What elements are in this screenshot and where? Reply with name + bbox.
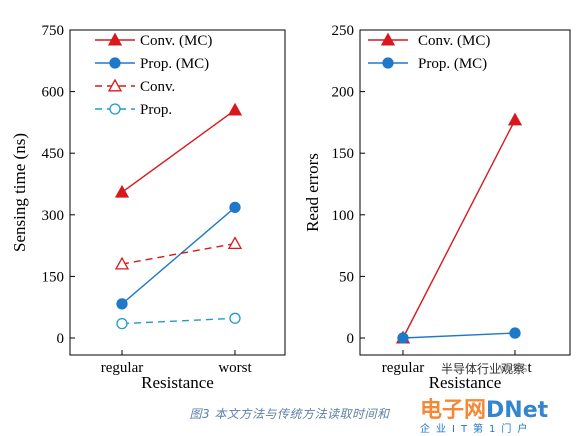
legend-label: Conv. (MC) (418, 33, 490, 49)
series-line (121, 206, 236, 305)
y-tick-label: 250 (332, 23, 355, 39)
x-tick-label: worst (218, 360, 252, 376)
legend-marker (109, 103, 121, 115)
data-point (507, 112, 523, 126)
read-errors-chart: 050100150200250regularworstResistanceRea… (303, 23, 571, 392)
x-tick-label: regular (101, 360, 143, 376)
y-tick-label: 200 (332, 85, 355, 101)
x-axis-title: Resistance (429, 373, 502, 392)
y-axis-title: Sensing time (ns) (10, 133, 29, 252)
legend-marker (380, 32, 396, 46)
y-tick-label: 100 (332, 208, 355, 224)
data-point (116, 317, 128, 330)
data-point (114, 256, 130, 270)
logo-text-part2: DNet (486, 398, 549, 423)
series-line (402, 119, 516, 339)
legend-marker (107, 32, 123, 46)
y-tick-label: 450 (42, 146, 65, 162)
legend-label: Conv. (MC) (140, 33, 212, 49)
legend-marker (107, 78, 123, 92)
wechat-watermark: 半导体行业观察 (438, 360, 529, 377)
data-point (227, 102, 243, 116)
y-axis-title: Read errors (303, 153, 322, 232)
data-point (397, 332, 409, 344)
y-tick-label: 0 (347, 331, 355, 347)
figure-caption: 图3 本文方法与传统方法读取时间和 (189, 407, 390, 421)
plot-frame (359, 29, 571, 356)
series-line (121, 317, 236, 325)
series-line (402, 332, 516, 339)
x-axis-title: Resistance (141, 373, 214, 392)
y-tick-label: 0 (57, 331, 65, 347)
y-tick-label: 600 (42, 85, 65, 101)
logo-text-part1: 电子网 (420, 398, 487, 423)
legend-label: Prop. (MC) (140, 56, 209, 72)
site-logo-watermark: 电子网DNet (420, 392, 548, 424)
site-slogan-watermark: 企业IT第1门户 (420, 424, 534, 435)
legend-label: Prop. (MC) (418, 56, 487, 72)
legend-marker (109, 57, 121, 69)
legend-marker (382, 57, 394, 69)
data-point (227, 236, 243, 249)
series-line (121, 109, 236, 193)
data-point (509, 327, 521, 339)
data-point (229, 201, 241, 214)
data-point (114, 184, 130, 198)
y-tick-label: 150 (332, 146, 355, 162)
data-point (116, 298, 128, 310)
y-tick-label: 750 (42, 23, 65, 39)
y-tick-label: 150 (42, 269, 65, 285)
y-tick-label: 300 (42, 208, 65, 224)
legend-label: Prop. (140, 102, 172, 118)
plot-frame (69, 29, 286, 356)
data-point (229, 312, 241, 324)
y-tick-label: 50 (339, 269, 354, 285)
series-line (121, 242, 236, 265)
legend-label: Conv. (140, 79, 175, 95)
x-tick-label: regular (382, 360, 424, 376)
